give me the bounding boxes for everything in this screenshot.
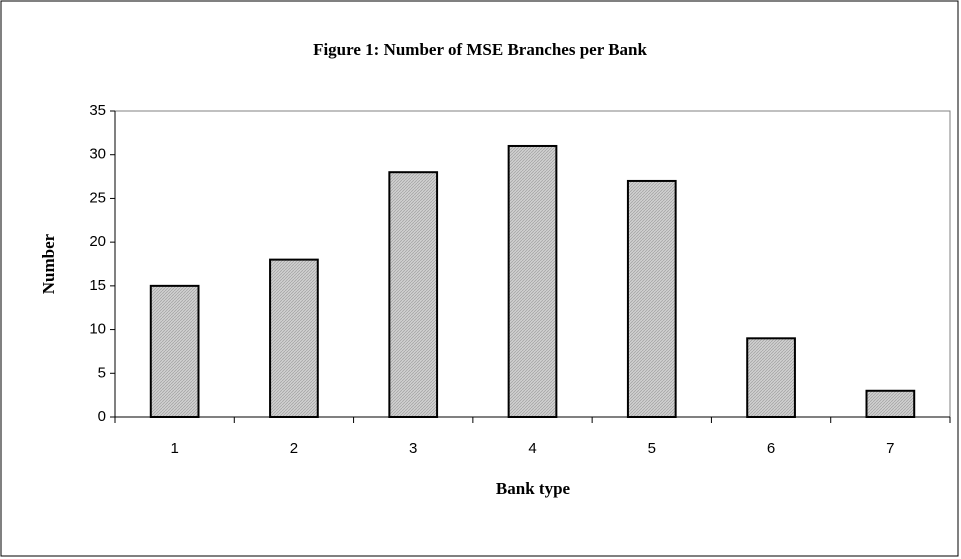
y-tick-label: 15: [89, 277, 106, 294]
bar: [149, 284, 200, 418]
bar: [269, 258, 319, 418]
x-tick-label: 4: [528, 440, 536, 457]
x-axis-label: Bank type: [496, 479, 571, 498]
x-tick-label: 2: [290, 440, 298, 457]
bar: [507, 144, 558, 418]
x-tick-label: 7: [886, 440, 894, 457]
bar: [626, 179, 677, 418]
x-tick-label: 3: [409, 440, 417, 457]
bar: [746, 337, 796, 419]
y-tick-label: 25: [89, 189, 106, 206]
chart-title: Figure 1: Number of MSE Branches per Ban…: [313, 40, 647, 59]
bar: [388, 171, 439, 418]
y-tick-label: 20: [89, 233, 106, 250]
y-tick-label: 5: [98, 364, 106, 381]
y-tick-label: 0: [98, 408, 106, 425]
x-tick-label: 5: [648, 440, 656, 457]
x-tick-label: 1: [170, 440, 178, 457]
x-tick-label: 6: [767, 440, 775, 457]
y-tick-label: 30: [89, 146, 106, 163]
y-tick-label: 35: [89, 102, 106, 119]
bar: [865, 389, 916, 418]
y-axis-label: Number: [39, 233, 58, 294]
y-tick-label: 10: [89, 321, 106, 338]
